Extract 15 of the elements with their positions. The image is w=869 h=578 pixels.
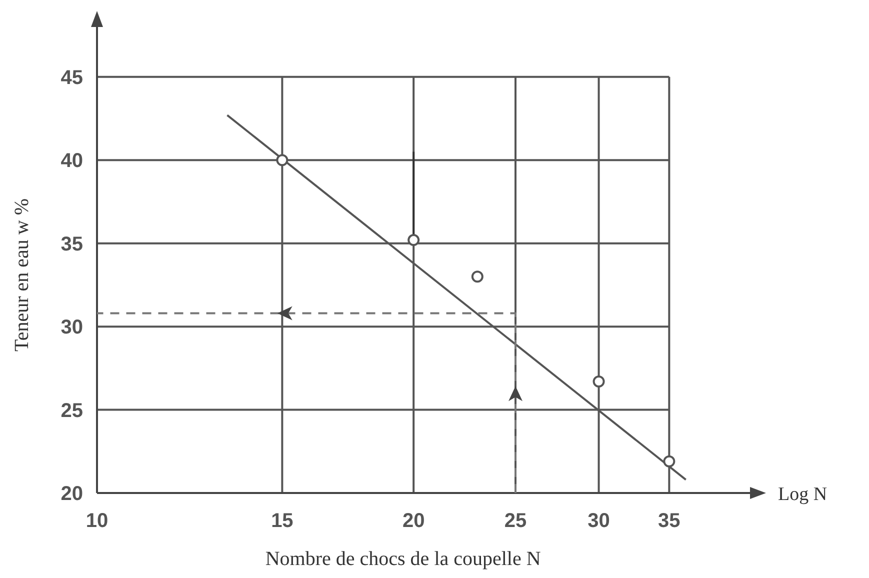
y-tick-label: 30 (60, 316, 83, 339)
y-tick-label: 35 (60, 233, 83, 256)
text: Log N (778, 484, 828, 505)
x-tick-label: 30 (588, 510, 610, 532)
y-tick-label: 45 (60, 66, 83, 89)
y-tick-label: 20 (60, 483, 83, 505)
y-tick-label: 40 (60, 150, 83, 172)
x-axis-title: Nombre de chocs de la coupelle N (265, 548, 541, 570)
y-tick-label: 25 (60, 400, 83, 422)
x-tick-label: 10 (86, 510, 108, 532)
x-tick-label: 15 (271, 510, 294, 532)
x-tick-label: 20 (402, 510, 425, 532)
x-tick-label: 25 (504, 510, 527, 532)
x-tick-label: 35 (658, 510, 680, 532)
y-axis-title: Teneur en eau w % (11, 198, 33, 352)
